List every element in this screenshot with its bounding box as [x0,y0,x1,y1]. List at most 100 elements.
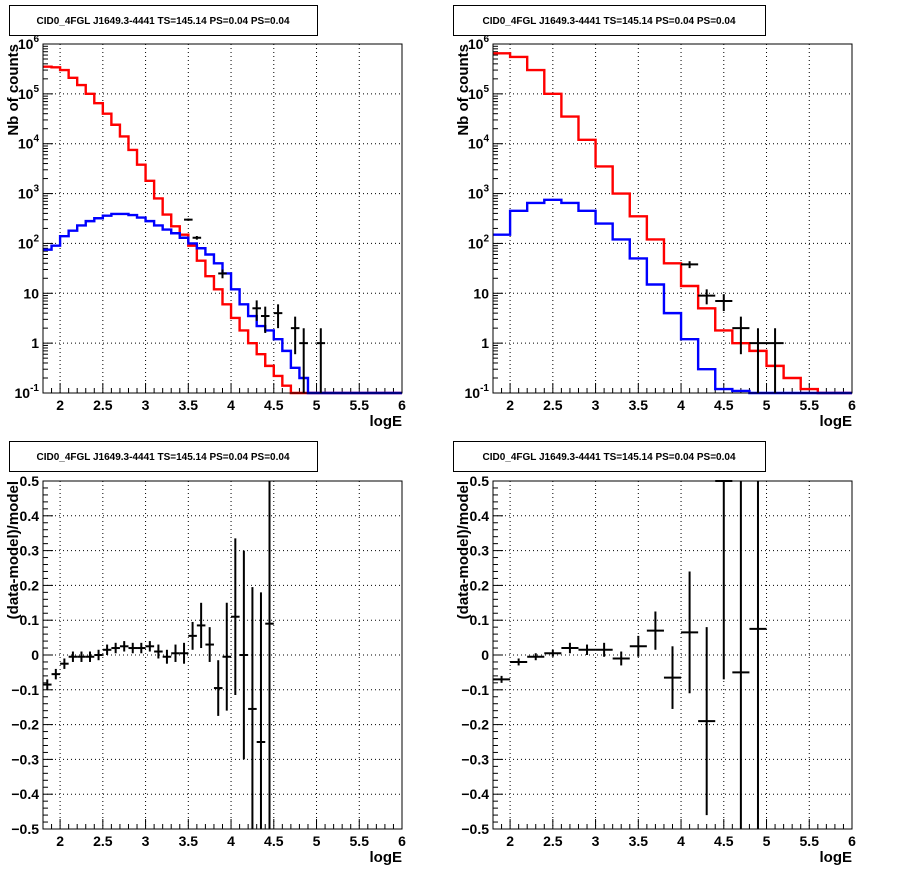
y-tick-label: −0.2 [11,717,39,733]
y-tick-label: −0.2 [461,717,489,733]
data-point [192,235,202,240]
y-tick-label: 103 [18,184,40,202]
x-tick-label: 2.5 [543,833,563,849]
x-tick-label: 4.5 [264,833,284,849]
plot-area [493,44,852,393]
residual-point [145,641,155,652]
y-tick-label: 10-1 [465,383,490,401]
data-point [273,304,283,329]
x-tick-label: 3.5 [629,833,649,849]
residual-point [544,649,562,657]
y-tick-label: 105 [18,84,40,102]
residual-point [77,651,86,662]
x-tick-labels: 2 2.5 3 3.5 4 4.5 5 5.5 6 [506,833,856,849]
x-tick-label: 4.5 [714,833,734,849]
residual-point [222,602,232,711]
panel-title-box: CID0_4FGL J1649.3-4441 TS=145.14 PS=0.04… [9,5,318,36]
residual-point [681,571,699,694]
residual-point [510,658,528,666]
residual-point [698,627,716,816]
residual-point [239,550,249,760]
residual-point [595,642,613,657]
residual-points [493,480,767,829]
x-tick-label: 5 [763,397,771,413]
tick-marks [492,480,853,830]
plot-frame [492,480,853,830]
y-tick-label: 1 [31,335,39,351]
panel-title: CID0_4FGL J1649.3-4441 TS=145.14 PS=0.04… [482,452,735,463]
y-tick-label: 105 [468,84,490,102]
residual-point [188,621,197,650]
y-tick-label: −0.5 [461,821,489,837]
data-point [299,328,308,393]
residual-point [179,642,189,664]
title-frame [9,441,318,472]
y-tick-labels: −0.5 −0.4 −0.3 −0.2 −0.1 0 0.1 0.2 0.3 0.4 0.5 [461,473,489,837]
x-tick-label: 2.5 [543,397,563,413]
y-tick-label: 0.5 [20,473,40,489]
residual-point [663,646,682,709]
residual-point [51,668,61,680]
x-axis-label: logE [370,413,403,430]
x-tick-labels: 2 2.5 3 3.5 4 4.5 5 5.5 6 [56,833,406,849]
x-tick-label: 3 [592,397,600,413]
x-tick-label: 2.5 [93,397,113,413]
residual-point [60,658,69,669]
x-axis-label: logE [370,849,403,866]
y-tick-label: −0.5 [11,821,39,837]
data-point [252,300,261,321]
y-tick-label: 10 [473,285,489,301]
y-tick-label: −0.3 [11,751,39,767]
x-tick-label: 2 [56,833,64,849]
y-tick-label: 104 [18,134,40,152]
x-tick-label: 4 [227,397,235,413]
x-tick-label: 2 [56,397,64,413]
residual-point [119,641,129,652]
panel-title-box: CID0_4FGL J1649.3-4441 TS=145.14 PS=0.04… [9,441,318,472]
x-tick-label: 3.5 [179,397,199,413]
x-axis-label: logE [820,849,853,866]
residual-point [85,651,95,662]
data-point [715,294,733,312]
data-point [218,269,227,279]
y-tick-label: 0.4 [470,508,490,524]
y-tick-label: −0.3 [461,751,489,767]
data-point [749,328,767,393]
residual-point [128,642,138,654]
y-tick-label: 0.3 [20,543,40,559]
y-tick-label: 0.1 [470,612,490,628]
residual-point [248,587,257,829]
data-point [290,316,300,355]
data-point [698,289,716,305]
x-axis-label: logE [820,413,853,430]
data-point [260,306,270,333]
x-tick-label: 2 [506,833,514,849]
y-tick-label: 0.3 [470,543,490,559]
data-point [766,328,784,393]
panel-top-left: CID0_4FGL J1649.3-4441 TS=145.14 PS=0.04… [5,5,406,430]
y-tick-label: 0 [31,647,39,663]
residual-point [154,644,163,659]
x-tick-label: 3 [142,833,150,849]
residual-point [68,651,78,662]
y-tick-labels: −0.5 −0.4 −0.3 −0.2 −0.1 0 0.1 0.2 0.3 0.4 0.5 [11,473,39,837]
data-point [184,218,193,221]
residual-point [196,602,206,649]
y-tick-label: 0.4 [20,508,40,524]
residual-point [256,592,266,829]
residual-point [137,642,146,654]
data-point [681,261,699,269]
panel-title-box: CID0_4FGL J1649.3-4441 TS=145.14 PS=0.04… [453,441,766,472]
residual-point [493,675,511,683]
x-tick-label: 3 [592,833,600,849]
title-frame [453,441,766,472]
plot-frame [42,480,403,830]
x-tick-label: 6 [848,833,856,849]
x-tick-label: 6 [398,397,406,413]
x-tick-labels: 2 2.5 3 3.5 4 4.5 5 5.5 6 [506,397,856,413]
y-tick-label: −0.4 [11,786,39,802]
y-axis-label: (data-model)/model [5,481,22,619]
panel-title-box: CID0_4FGL J1649.3-4441 TS=145.14 PS=0.04… [453,5,766,36]
residual-point [629,635,647,657]
